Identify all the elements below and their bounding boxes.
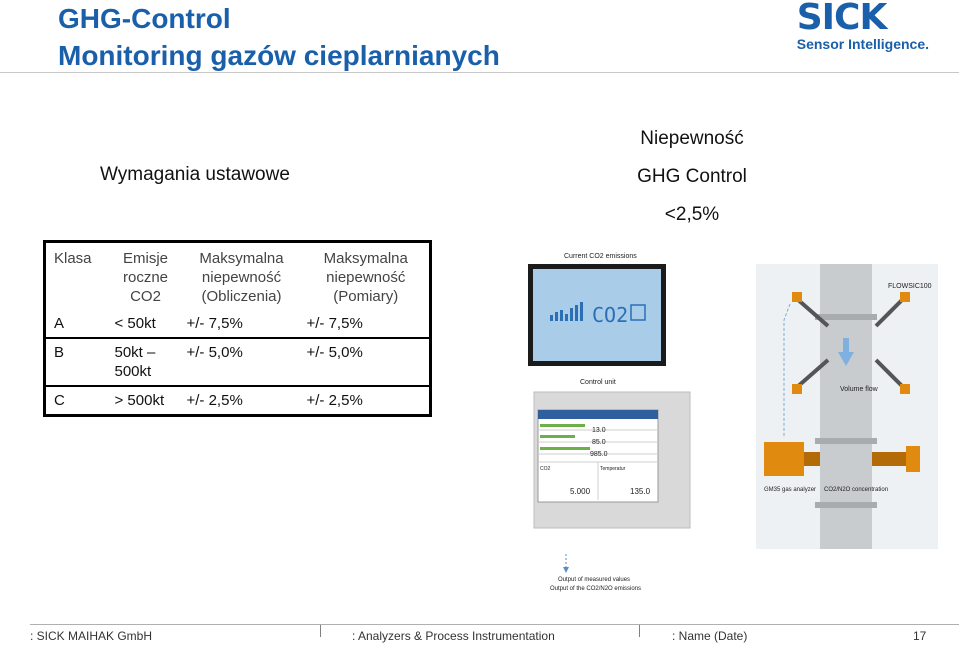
cell-emisje: 50kt – 500kt [108,337,181,386]
cell-klasa: B [44,337,109,386]
footer-division: : Analyzers & Process Instrumentation [352,629,555,643]
screen-value-1: 13.0 [592,427,606,434]
screen-rows [538,424,658,500]
volume-flow-label: Volume flow [840,386,879,393]
flow-arrow-icon [838,338,854,366]
output-label-1: Output of measured values [558,577,630,583]
gas-analyzer-icon [764,442,920,476]
screen-value-2: 85.0 [592,439,606,446]
requirements-heading: Wymagania ustawowe [100,164,290,185]
requirements-table: Klasa Emisje roczne CO2 Maksymalna niepe… [43,240,432,417]
display-screen [533,269,661,361]
cell-calc: +/- 2,5% [180,385,301,416]
cell-meas: +/- 2,5% [300,385,431,416]
table-row: C > 500kt +/- 2,5% +/- 2,5% [44,385,431,416]
table-header-row: Klasa Emisje roczne CO2 Maksymalna niepe… [45,242,431,311]
output-arrow-icon [563,567,569,573]
control-unit-label: Control unit [580,379,616,386]
current-emissions-label: Current CO2 emissions [564,253,637,260]
footer-divider [30,624,959,625]
pipe-flange-top [815,314,877,320]
header-meas: Maksymalna niepewność (Pomiary) [323,250,408,305]
screen-value-3: 985.0 [590,451,608,458]
screen-header-bar [538,410,658,419]
screen-label-co2: CO2 [540,466,551,472]
footer-separator [320,625,321,637]
uncertainty-line-2: GHG Control [637,166,747,187]
cell-emisje: < 50kt [114,315,156,332]
screen-value-right: 135.0 [630,487,651,496]
cell-calc: +/- 7,5% [186,315,243,332]
footer-separator [639,625,640,637]
cell-klasa: A [54,315,65,332]
footer-company: : SICK MAIHAK GmbH [30,629,153,643]
title-divider [0,72,959,73]
logo-word: SICK [796,0,888,38]
table-row: B 50kt – 500kt +/- 5,0% +/- 5,0% [44,337,431,386]
title-line-2: Monitoring gazów cieplarnianych [58,40,500,71]
cell-klasa: C [44,385,109,416]
pipe-flange-mid [815,438,877,444]
screen-value-left: 5.000 [570,487,591,496]
header-klasa: Klasa [54,250,92,267]
signal-cable [783,303,791,438]
screen-label-temp: Temperatur [600,466,626,472]
page-number: 17 [913,629,927,643]
pipe-flange-bottom [815,502,877,508]
cell-meas: +/- 5,0% [300,337,431,386]
unit-box-icon [630,304,646,321]
gm35-label: GM35 gas analyzer [764,487,816,493]
uncertainty-line-3: <2,5% [664,204,720,225]
title-line-1: GHG-Control [58,3,231,34]
signal-bars-icon [550,302,583,321]
cell-calc: +/- 5,0% [180,337,301,386]
ghg-control-illustration: Current CO2 emissions CO2 Control unit 1… [528,253,938,592]
stack-pipe [820,264,872,549]
header-calc: Maksymalna niepewność (Obliczenia) [199,250,284,305]
flowsic-label: FLOWSIC100 [888,283,932,290]
title-block: GHG-Control Monitoring gazów cieplarnian… [58,0,500,74]
sick-logo: SICK Sensor Intelligence. [796,0,929,52]
logo-tagline: Sensor Intelligence. [796,36,929,52]
uncertainty-line-1: Niepewność [640,128,744,149]
footer-name: : Name (Date) [672,629,748,643]
flow-sensor-icon [792,292,910,394]
concentration-label: CO2/N2O concentration [824,487,888,493]
header-emisje: Emisje roczne CO2 [122,250,169,305]
uncertainty-block: Niepewność GHG Control <2,5% [610,120,774,234]
table-row: A < 50kt +/- 7,5% +/- 7,5% [45,310,431,338]
co2-display-text: CO2 [592,303,628,327]
output-label-2: Output of the CO2/N2O emissions [550,586,641,592]
cell-meas: +/- 7,5% [306,315,363,332]
cell-emisje: > 500kt [108,385,181,416]
